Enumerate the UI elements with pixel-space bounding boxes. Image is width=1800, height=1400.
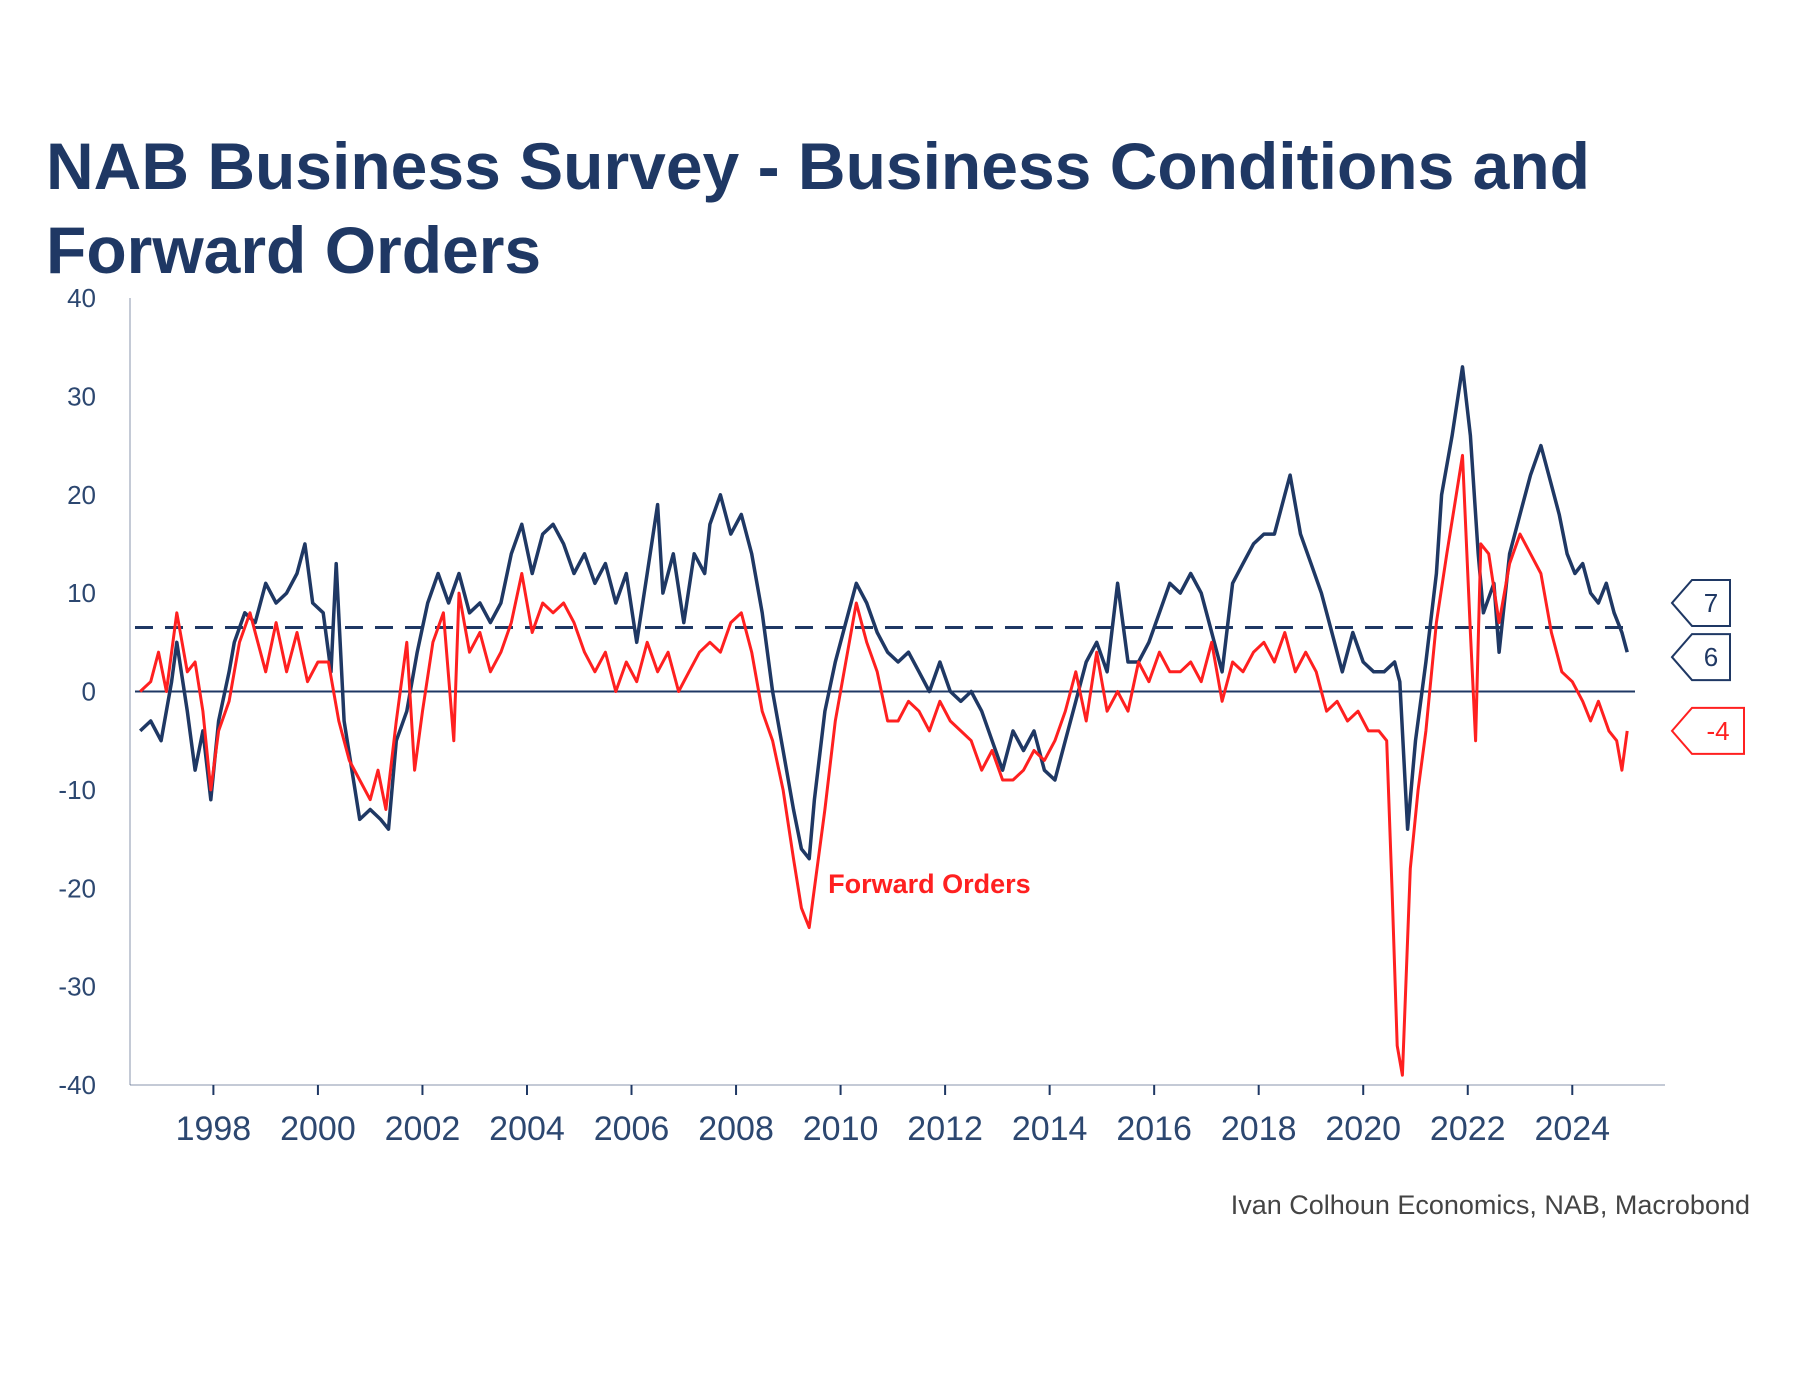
end-label-tag xyxy=(1670,633,1731,682)
x-tick-label: 2008 xyxy=(698,1110,774,1148)
x-tick-label: 2006 xyxy=(594,1110,670,1148)
x-tick-label: 2010 xyxy=(803,1110,879,1148)
x-tick-label: 2020 xyxy=(1325,1110,1401,1148)
y-tick-label: 30 xyxy=(67,381,96,411)
end-label-value: 6 xyxy=(1704,642,1718,672)
x-tick-label: 2024 xyxy=(1534,1110,1610,1148)
y-tick-label: -10 xyxy=(58,775,96,805)
y-axis-ticks: 40 30 20 10 0 -10 -20 -30 -40 xyxy=(58,283,96,1100)
source-note: Ivan Colhoun Economics, NAB, Macrobond xyxy=(1230,1190,1750,1220)
x-tick-label: 2016 xyxy=(1116,1110,1192,1148)
x-tick-label: 2000 xyxy=(280,1110,356,1148)
chart-title: NAB Business Survey - Business Condition… xyxy=(46,129,1590,287)
y-tick-label: 40 xyxy=(67,283,96,313)
end-label-value: 7 xyxy=(1704,588,1718,618)
x-axis-ticks: 1998 2000 2002 2004 2006 2008 2010 2012 2014 2016… xyxy=(176,1085,1610,1148)
x-tick-label: 2014 xyxy=(1012,1110,1088,1148)
x-tick-label: 2004 xyxy=(489,1110,565,1148)
y-tick-label: -40 xyxy=(58,1070,96,1100)
x-tick-label: 2002 xyxy=(385,1110,461,1148)
forward-orders-series-line xyxy=(139,453,1629,1077)
end-label-tag xyxy=(1670,706,1745,755)
y-tick-label: 10 xyxy=(67,578,96,608)
forward-orders-annotation: Forward Orders xyxy=(828,869,1031,899)
x-tick-label: 2022 xyxy=(1430,1110,1506,1148)
conditions-series-line xyxy=(138,365,1629,861)
x-tick-label: 2018 xyxy=(1221,1110,1297,1148)
x-tick-label: 1998 xyxy=(176,1110,252,1148)
end-label-tag xyxy=(1670,578,1731,627)
y-tick-label: -30 xyxy=(58,972,96,1002)
y-tick-label: -20 xyxy=(58,873,96,903)
x-tick-label: 2012 xyxy=(907,1110,983,1148)
y-tick-label: 0 xyxy=(82,677,96,707)
series-layer xyxy=(138,365,1629,1077)
end-labels: 7 6 -4 xyxy=(1670,578,1745,755)
y-tick-label: 20 xyxy=(67,480,96,510)
end-label-value: -4 xyxy=(1706,716,1729,746)
